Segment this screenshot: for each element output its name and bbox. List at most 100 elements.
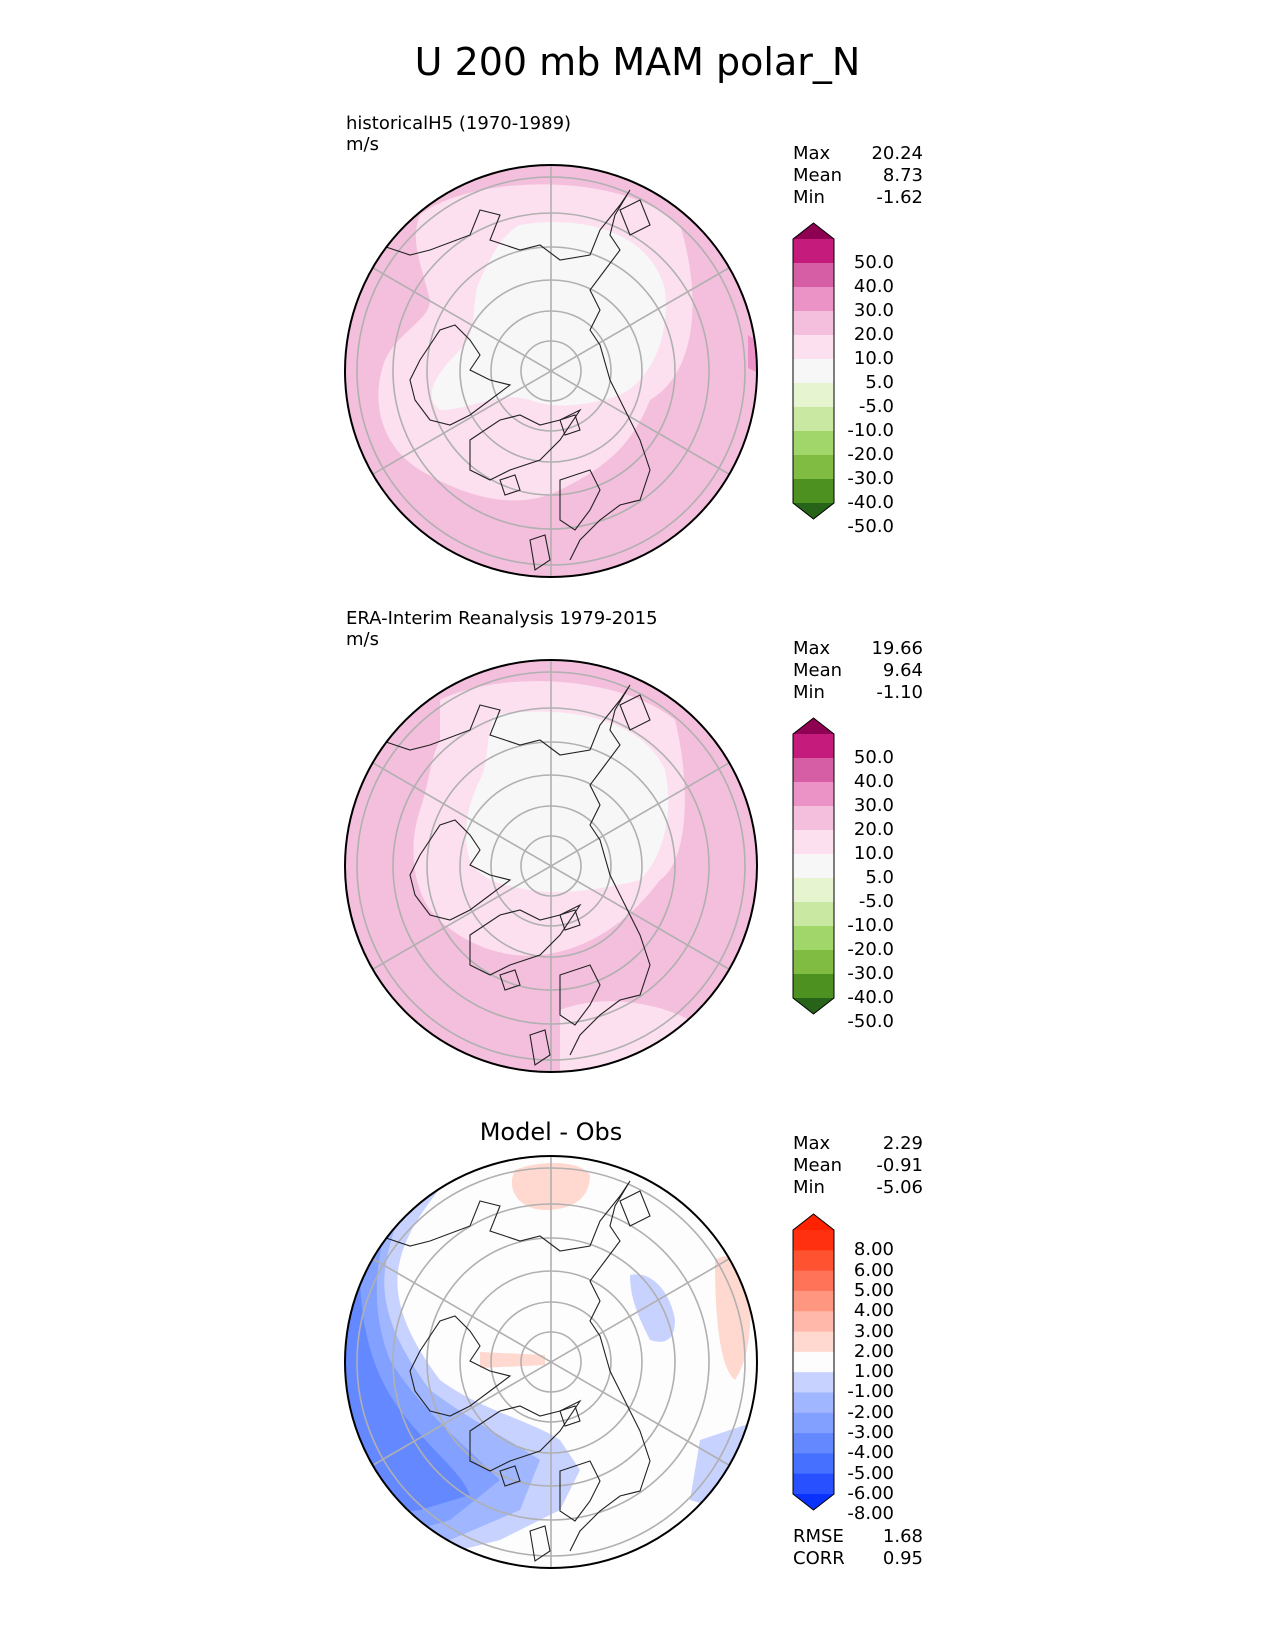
- map-fill-band-minus2-minus1: [630, 1274, 675, 1342]
- colorbar-tick-label: 2.00: [853, 1340, 894, 1362]
- colorbar-cell: [793, 902, 834, 927]
- coastlines-1: [379, 189, 651, 571]
- colorbar-cell: [793, 1290, 834, 1312]
- colorbar-tick-label: -2.00: [847, 1401, 894, 1423]
- colorbar-cell: [793, 335, 834, 360]
- colorbar-tick-label: 5.0: [865, 372, 894, 393]
- metric-name: RMSE: [793, 1526, 844, 1547]
- colorbar-tick-label: -6.00: [847, 1483, 894, 1504]
- colorbar-extend-max: [793, 718, 834, 734]
- stat-value: 2.29: [882, 1133, 923, 1154]
- colorbar-tick-label: -20.0: [847, 444, 894, 465]
- colorbar-tick-label: -3.00: [847, 1422, 894, 1444]
- colorbar-cell: [793, 950, 834, 975]
- colorbar-tick-label: -40.0: [847, 987, 894, 1008]
- colorbar-tick-label: 3.00: [853, 1320, 894, 1342]
- panel-1-stats: Max 20.24 Mean 8.73 Min -1.62: [793, 143, 923, 209]
- figure-title: U 200 mb MAM polar_N: [414, 40, 861, 84]
- colorbar-extend-min: [793, 998, 834, 1014]
- colorbar-cell: [793, 311, 834, 336]
- stat-name: Min: [793, 187, 825, 208]
- colorbar-extend-min: [793, 503, 834, 519]
- colorbar-tick-label: -40.0: [847, 492, 894, 513]
- colorbar-tick-label: 8.00: [853, 1239, 894, 1261]
- panel-3-title: Model - Obs: [479, 1118, 623, 1146]
- colorbar-cell: [793, 1230, 834, 1251]
- colorbar-cell: [793, 854, 834, 879]
- colorbar-cell: [793, 1372, 834, 1393]
- colorbar-tick-label: 30.0: [853, 300, 894, 321]
- map-fill-band-1-2: [715, 1256, 751, 1380]
- colorbar-tick-label: -8.00: [847, 1503, 894, 1525]
- stat-value: -0.91: [876, 1155, 923, 1176]
- panel-3-stats: Max 2.29 Mean -0.91 Min -5.06: [793, 1133, 923, 1199]
- colorbar-cell: [793, 1311, 834, 1333]
- map-border-3: [344, 1155, 758, 1569]
- graticule-3: [356, 1156, 746, 1568]
- colorbar-cell: [793, 383, 834, 408]
- colorbar-tick-label: 30.0: [853, 795, 894, 816]
- panel-2-name: ERA-Interim Reanalysis 1979-2015: [346, 608, 658, 629]
- colorbar-tick-label: -50.0: [847, 516, 894, 537]
- stat-value: -1.62: [876, 187, 923, 208]
- colorbar-cell: [793, 1351, 834, 1373]
- colorbar-cell: [793, 239, 834, 264]
- panel-1-label: historicalH5 (1970-1989) m/s: [346, 113, 571, 155]
- map-fill-band-minus5-minus4: [345, 1270, 470, 1520]
- panel-2-label: ERA-Interim Reanalysis 1979-2015 m/s: [346, 608, 658, 650]
- panel-1-units: m/s: [346, 134, 379, 155]
- map-fill-band-minus5-5: [431, 222, 666, 410]
- colorbar-cell: [793, 287, 834, 312]
- colorbar-tick-label: 20.0: [853, 819, 894, 840]
- panel-2-units: m/s: [346, 629, 379, 650]
- colorbar-cell: [793, 974, 834, 999]
- colorbar-cell: [793, 431, 834, 456]
- colorbar-tick-label: 20.0: [853, 324, 894, 345]
- coastlines-3: [379, 1180, 651, 1562]
- colorbar-outline: [792, 1213, 835, 1511]
- metric-value: 1.68: [882, 1526, 923, 1547]
- colorbar-cell: [793, 926, 834, 951]
- colorbar-cell: [793, 806, 834, 831]
- stat-value: 8.73: [882, 165, 923, 186]
- colorbar-tick-label: -30.0: [847, 468, 894, 489]
- stat-value: 19.66: [871, 638, 923, 659]
- polar-map-3: [344, 1155, 758, 1569]
- colorbar-cell: [793, 479, 834, 504]
- colorbar-tick-label: -50.0: [847, 1011, 894, 1032]
- colorbar-tick-label: -5.00: [847, 1462, 894, 1484]
- map-border-2: [344, 659, 758, 1073]
- stat-name: Mean: [793, 1155, 843, 1176]
- panel-2-stats: Max 19.66 Mean 9.64 Min -1.10: [793, 638, 923, 704]
- colorbar-cell: [793, 758, 834, 783]
- colorbar-cell: [793, 1392, 834, 1414]
- graticule-1: [356, 165, 746, 577]
- colorbar-cell: [793, 830, 834, 855]
- colorbar-tick-label: 50.0: [853, 747, 894, 768]
- stat-name: Max: [793, 638, 831, 659]
- stat-value: -1.10: [876, 682, 923, 703]
- colorbar-tick-label: -30.0: [847, 963, 894, 984]
- colorbar-tick-label: 50.0: [853, 252, 894, 273]
- colorbar-cell: [793, 1270, 834, 1292]
- map-fill-band-20-30: [748, 335, 757, 375]
- colorbar-cell: [793, 1453, 834, 1475]
- stat-name: Max: [793, 1133, 831, 1154]
- stat-name: Max: [793, 143, 831, 164]
- colorbar-tick-label: -10.0: [847, 915, 894, 936]
- stat-name: Mean: [793, 165, 843, 186]
- colorbar-outline: [792, 717, 835, 1015]
- map-fill-band-5-10: [560, 1001, 690, 1072]
- colorbar-cell: [793, 1331, 834, 1353]
- stat-value: 20.24: [871, 143, 923, 164]
- colorbar-tick-label: 5.0: [865, 867, 894, 888]
- colorbar-cell: [793, 1433, 834, 1454]
- stat-value: 9.64: [882, 660, 923, 681]
- graticule-2: [356, 660, 746, 1072]
- colorbar-tick-label: -5.0: [858, 396, 894, 417]
- stat-name: Min: [793, 682, 825, 703]
- coastlines-2: [379, 684, 651, 1066]
- colorbar-extend-min: [793, 1494, 834, 1510]
- colorbar-tick-label: 5.00: [853, 1279, 894, 1301]
